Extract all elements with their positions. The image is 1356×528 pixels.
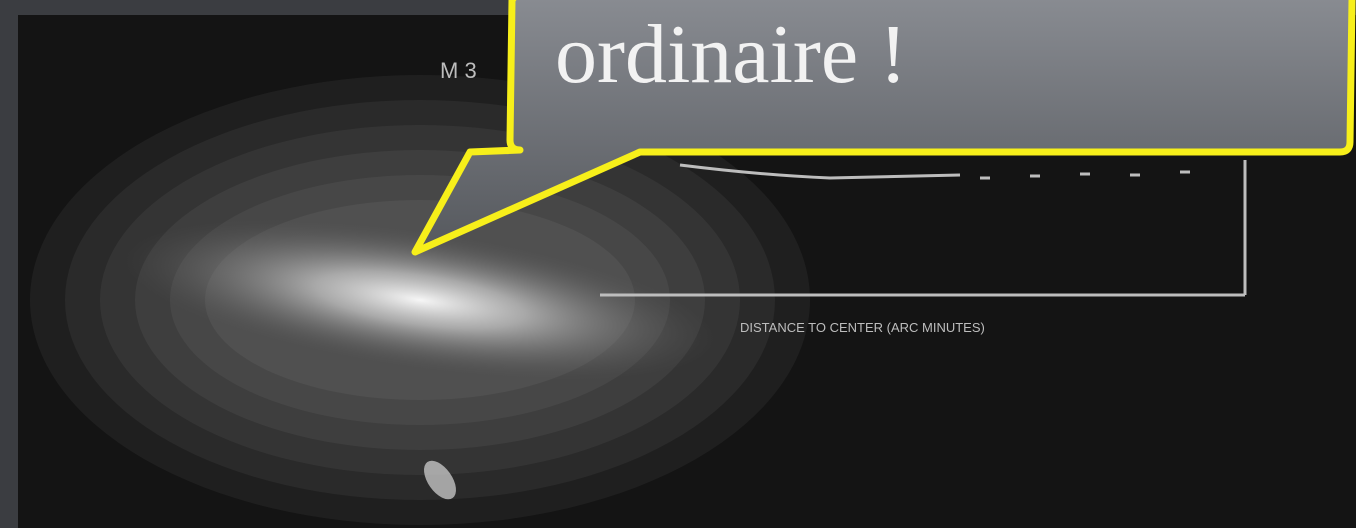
x-axis-label: DISTANCE TO CENTER (ARC MINUTES) bbox=[740, 320, 985, 335]
page: DISTANCE TO CENTER (ARC MINUTES) M 3 ord… bbox=[0, 0, 1356, 528]
slide: DISTANCE TO CENTER (ARC MINUTES) M 3 ord… bbox=[0, 0, 1356, 528]
figure-label: M 3 bbox=[440, 58, 477, 83]
callout-text: ordinaire ! bbox=[555, 8, 907, 101]
